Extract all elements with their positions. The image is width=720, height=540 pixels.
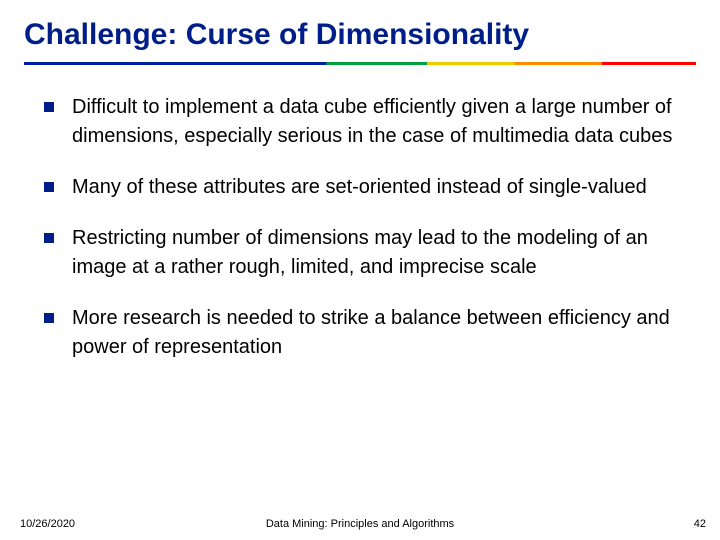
- bullet-square-icon: [44, 233, 54, 243]
- bullet-text: Restricting number of dimensions may lea…: [72, 224, 676, 282]
- list-item: More research is needed to strike a bala…: [44, 304, 676, 362]
- bullet-square-icon: [44, 313, 54, 323]
- footer-title: Data Mining: Principles and Algorithms: [0, 518, 720, 530]
- bullet-text: Difficult to implement a data cube effic…: [72, 93, 676, 151]
- list-item: Restricting number of dimensions may lea…: [44, 224, 676, 282]
- bullet-square-icon: [44, 182, 54, 192]
- bullet-text: Many of these attributes are set-oriente…: [72, 173, 647, 202]
- slide-footer: 10/26/2020 Data Mining: Principles and A…: [0, 518, 720, 530]
- slide: Challenge: Curse of Dimensionality Diffi…: [0, 0, 720, 540]
- slide-title: Challenge: Curse of Dimensionality: [0, 0, 720, 58]
- bullet-square-icon: [44, 102, 54, 112]
- slide-body: Difficult to implement a data cube effic…: [0, 65, 720, 362]
- bullet-text: More research is needed to strike a bala…: [72, 304, 676, 362]
- list-item: Difficult to implement a data cube effic…: [44, 93, 676, 151]
- list-item: Many of these attributes are set-oriente…: [44, 173, 676, 202]
